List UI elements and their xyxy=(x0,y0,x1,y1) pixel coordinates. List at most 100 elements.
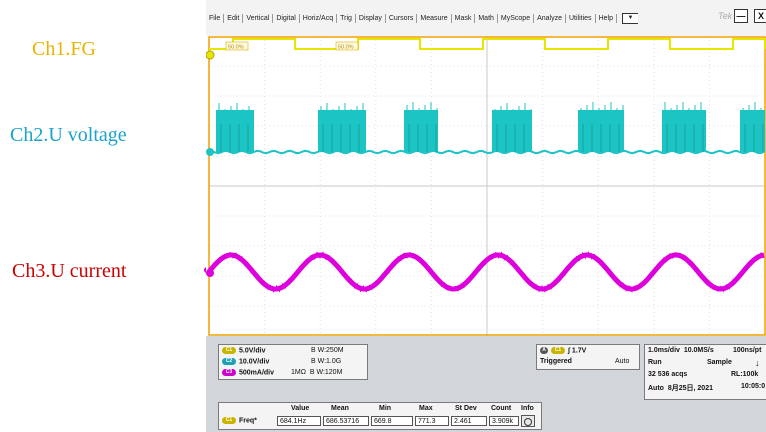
ch2-scale: 10.0V/div xyxy=(239,358,270,366)
trigger-mode-row: Auto xyxy=(615,358,629,365)
oscilloscope-window: File Edit Vertical Digital Horiz/Acq Tri… xyxy=(206,0,766,432)
header-max: Max xyxy=(419,405,433,412)
tek-logo: Tek xyxy=(718,11,733,21)
acq-row-3: 32 536 acqs xyxy=(648,371,687,378)
ch2-pwm-burst xyxy=(662,110,706,152)
graticule-grid xyxy=(209,36,765,336)
acq-row-2: Run xyxy=(648,359,662,366)
measurement-row[interactable]: C1 Freq* xyxy=(222,417,257,424)
ch1-bandwidth: B W:250M xyxy=(311,347,344,354)
menu-digital[interactable]: Digital xyxy=(273,13,300,23)
channel-row-3[interactable]: C3 500mA/div xyxy=(222,369,274,376)
menu-edit[interactable]: Edit xyxy=(224,13,244,23)
run-state: Run xyxy=(648,359,662,366)
trigger-row: A C1 ∫ 1.7V xyxy=(540,347,586,354)
menu-measure[interactable]: Measure xyxy=(417,13,452,23)
duty-label-box-1 xyxy=(225,41,249,51)
menu-mask[interactable]: Mask xyxy=(452,13,476,23)
menu-horiz-acq[interactable]: Horiz/Acq xyxy=(300,13,338,23)
waveform-svg: 50.0% 50.0% xyxy=(206,36,766,336)
acq-time: 10:05:0 xyxy=(741,383,766,390)
menu-analyze[interactable]: Analyze xyxy=(534,13,566,23)
meas-value: 684.1Hz xyxy=(277,416,321,426)
acq-resolution: 100ns/pt xyxy=(733,347,762,354)
ch3-bandwidth: B W:120M xyxy=(309,369,343,376)
channel-row-2-bw: B W:1.0G xyxy=(311,358,341,365)
trigger-mode-badge: A xyxy=(540,347,548,354)
minimize-button[interactable]: — xyxy=(734,9,748,23)
measurement-box[interactable]: Value Mean Min Max St Dev Count Info C1 F… xyxy=(218,402,542,430)
label-ch2-u-voltage: Ch2.U voltage xyxy=(10,124,127,146)
trigger-level: 1.7V xyxy=(571,347,587,355)
ch2-marker[interactable] xyxy=(206,148,214,156)
meas-min: 669.8 xyxy=(371,416,413,426)
graticule-border xyxy=(208,36,766,336)
menu-display[interactable]: Display xyxy=(356,13,386,23)
trigger-mode: Auto xyxy=(615,358,630,365)
trigger-source-badge: C1 xyxy=(551,347,565,354)
channel-row-1-bw: B W:250M xyxy=(311,347,344,354)
meas-count: 3.909k xyxy=(489,416,519,426)
ch2-badge: C2 xyxy=(222,358,236,365)
acq-mode: Auto xyxy=(648,385,664,392)
channel-row-2[interactable]: C2 10.0V/div xyxy=(222,358,269,365)
meas-stdev: 2.461 xyxy=(451,416,487,426)
ch3-badge: C3 xyxy=(222,369,236,376)
ch1-badge: C1 xyxy=(222,347,236,354)
ch1-waveform xyxy=(209,38,766,50)
menu-file[interactable]: File xyxy=(206,13,225,23)
ch2-pwm-burst xyxy=(318,110,366,152)
close-button[interactable]: X xyxy=(754,9,766,23)
info-panel: C1 5.0V/div B W:250M C2 10.0V/div B W:1.0G… xyxy=(206,336,766,432)
channel-row-3-bw: 1MΩ B W:120M xyxy=(291,369,342,376)
menu-items: File Edit Vertical Digital Horiz/Acq Tri… xyxy=(206,0,641,36)
ch1-scale: 5.0V/div xyxy=(239,347,266,355)
menu-utilities[interactable]: Utilities xyxy=(566,13,596,23)
ch3-scale: 500mA/div xyxy=(239,369,275,377)
acq-count: 32 536 acqs xyxy=(648,371,688,378)
acq-sample: Sample xyxy=(707,359,732,366)
ch2-pwm-burst xyxy=(216,110,254,152)
header-stdev: St Dev xyxy=(455,405,477,412)
ch2-waveform xyxy=(208,102,765,155)
acq-row-4: Auto 8月25日, 2021 xyxy=(648,383,713,393)
header-mean: Mean xyxy=(331,405,349,412)
ch2-pwm-burst xyxy=(404,110,438,152)
menu-myscope[interactable]: MyScope xyxy=(498,13,535,23)
trigger-box[interactable]: A C1 ∫ 1.7V Triggered Auto xyxy=(536,344,640,370)
meas-info-button[interactable] xyxy=(521,415,535,427)
trigger-status: Triggered xyxy=(540,358,572,365)
meas-name: Freq* xyxy=(239,417,257,425)
menu-dropdown-button[interactable]: ▼ xyxy=(617,12,641,24)
meas-max: 771.3 xyxy=(415,416,449,426)
info-icon xyxy=(524,418,532,426)
menu-math[interactable]: Math xyxy=(475,13,498,23)
channel-settings-box[interactable]: C1 5.0V/div B W:250M C2 10.0V/div B W:1.0G… xyxy=(218,344,368,380)
meas-channel-badge: C1 xyxy=(222,417,236,424)
menu-cursors[interactable]: Cursors xyxy=(386,13,418,23)
header-value: Value xyxy=(291,405,310,412)
channel-row-1[interactable]: C1 5.0V/div xyxy=(222,347,265,354)
label-ch3-u-current: Ch3.U current xyxy=(12,260,127,282)
trigger-edge-icon: ∫ xyxy=(568,347,570,355)
header-count: Count xyxy=(491,405,512,412)
timebase: 1.0ms/div xyxy=(648,347,680,354)
acquisition-box[interactable]: 1.0ms/div 10.0MS/s 100ns/pt Run Sample ↓… xyxy=(644,344,766,400)
ch2-bandwidth: B W:1.0G xyxy=(311,358,342,365)
menu-help[interactable]: Help xyxy=(596,13,617,23)
ch3-marker[interactable] xyxy=(206,269,214,277)
header-min: Min xyxy=(379,405,392,412)
record-length: RL:100k xyxy=(731,371,759,378)
acq-arrow-icon: ↓ xyxy=(755,358,760,368)
ch1-marker[interactable] xyxy=(206,50,215,60)
ch3-waveform-noise xyxy=(208,251,765,293)
waveform-display[interactable]: 50.0% 50.0% xyxy=(206,36,766,336)
menu-vertical[interactable]: Vertical xyxy=(243,13,274,23)
chevron-down-icon: ▼ xyxy=(621,12,638,24)
header-info: Info xyxy=(521,405,534,412)
label-ch1-fg: Ch1.FG xyxy=(32,38,96,60)
sample-rate: 10.0MS/s xyxy=(683,347,714,354)
duty-label-1: 50.0% xyxy=(228,45,244,51)
meas-mean: 686.53716 xyxy=(323,416,369,426)
menu-trig[interactable]: Trig xyxy=(337,13,356,23)
